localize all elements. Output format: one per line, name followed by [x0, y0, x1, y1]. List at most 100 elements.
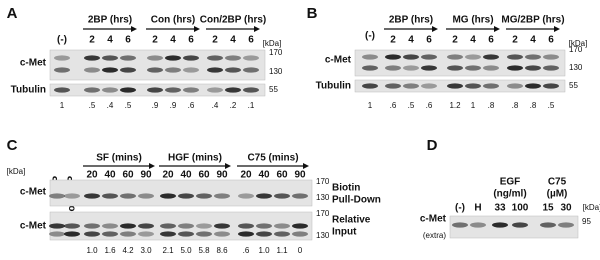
group-title: 2BP (hrs)	[88, 15, 132, 26]
group-title: C75	[548, 177, 567, 188]
kda-marker: 170	[316, 209, 330, 218]
band	[160, 223, 176, 229]
arrow-head	[554, 26, 560, 32]
lane-label: 4	[530, 35, 536, 46]
blot-note: Relative	[332, 215, 371, 226]
lane-label: 4	[408, 35, 414, 46]
band	[238, 223, 254, 229]
band	[183, 87, 199, 93]
band	[183, 67, 199, 73]
lane-label: 60	[276, 170, 288, 181]
group-title: SF (mins)	[96, 153, 142, 164]
quantification: 1	[368, 101, 373, 110]
blot-note: Pull-Down	[332, 195, 381, 206]
lane-label: 4	[230, 35, 236, 46]
group-title: Con (hrs)	[151, 15, 195, 26]
quantification: 5.8	[198, 246, 210, 255]
kda-marker: 130	[269, 67, 283, 76]
lane-label: 20	[240, 170, 252, 181]
band	[447, 83, 463, 89]
band	[385, 54, 401, 60]
band	[225, 55, 241, 61]
group-title: (µM)	[547, 189, 568, 200]
band	[274, 231, 290, 237]
band	[102, 67, 118, 73]
band	[84, 193, 100, 199]
kda-unit: [kDa]	[583, 203, 600, 212]
panel-label: A	[7, 5, 18, 22]
lane-label: 90	[294, 170, 306, 181]
band	[183, 55, 199, 61]
arrow-head	[131, 26, 137, 32]
band	[238, 231, 254, 237]
quantification: .6	[188, 101, 195, 110]
kda-unit: [kDa]	[263, 39, 282, 48]
band	[54, 87, 70, 93]
band	[84, 55, 100, 61]
arrow-head	[194, 26, 200, 32]
kda-unit: [kDa]	[569, 39, 588, 48]
band	[483, 65, 499, 71]
kda-marker: 170	[569, 45, 583, 54]
band	[452, 222, 468, 228]
band	[543, 83, 559, 89]
band	[225, 67, 241, 73]
band	[138, 231, 154, 237]
band	[470, 222, 486, 228]
lane-label: 40	[258, 170, 270, 181]
band	[292, 223, 308, 229]
band	[465, 54, 481, 60]
row-label: Tubulin	[11, 85, 46, 96]
band	[84, 223, 100, 229]
kda-marker: 130	[569, 63, 583, 72]
lane-label: 6	[125, 35, 131, 46]
blot-note: Biotin	[332, 183, 360, 194]
quantification: 1.2	[449, 101, 461, 110]
quantification: 1	[60, 101, 65, 110]
lane-label: (-)	[365, 31, 375, 42]
lane-label: 2	[89, 35, 95, 46]
lane-label: 60	[198, 170, 210, 181]
kda-marker: 130	[316, 193, 330, 202]
band	[196, 231, 212, 237]
band	[102, 55, 118, 61]
band	[403, 54, 419, 60]
band	[362, 83, 378, 89]
blot-note: Input	[332, 227, 357, 238]
quantification: .9	[170, 101, 177, 110]
band	[64, 223, 80, 229]
lane-label: 90	[140, 170, 152, 181]
band	[165, 87, 181, 93]
quantification: .5	[89, 101, 96, 110]
band	[147, 67, 163, 73]
band	[102, 223, 118, 229]
quantification: .6	[426, 101, 433, 110]
quantification: 8.6	[216, 246, 228, 255]
lane-label: 4	[170, 35, 176, 46]
kda-marker: 170	[269, 48, 283, 57]
quantification: 1	[471, 101, 476, 110]
band	[178, 223, 194, 229]
lane-label: 2	[212, 35, 218, 46]
band	[225, 87, 241, 93]
band	[362, 54, 378, 60]
group-title: HGF (mins)	[168, 153, 222, 164]
band	[492, 222, 508, 228]
band	[54, 67, 70, 73]
lane-label: 2	[512, 35, 518, 46]
lane-label: 20	[86, 170, 98, 181]
band	[49, 231, 65, 237]
band	[64, 231, 80, 237]
group-title: C75 (mins)	[247, 153, 298, 164]
arrow-head	[303, 163, 309, 169]
arrow-head	[432, 26, 438, 32]
band	[421, 65, 437, 71]
band	[256, 193, 272, 199]
kda-marker: 55	[569, 81, 578, 90]
arrow-head	[225, 163, 231, 169]
lane-label: 20	[162, 170, 174, 181]
quantification: .4	[107, 101, 114, 110]
band	[207, 87, 223, 93]
panel-label: C	[7, 137, 18, 154]
lane-label: 6	[248, 35, 254, 46]
